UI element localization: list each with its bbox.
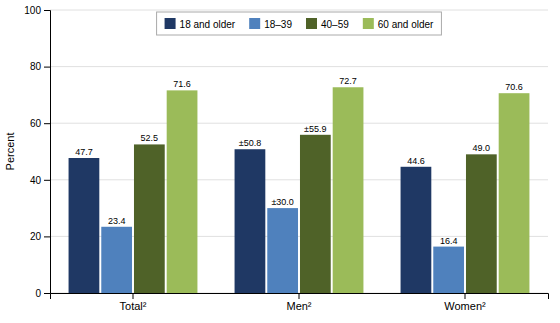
bar [499, 93, 530, 293]
y-axis: 0 20 40 60 80 100 [24, 5, 50, 299]
grid-line [50, 66, 548, 67]
legend-swatch [363, 18, 374, 29]
bar [69, 158, 100, 293]
data-label: 71.6 [173, 79, 191, 89]
legend-swatch [249, 18, 260, 29]
data-label: 16.4 [440, 236, 458, 246]
grid-line [50, 10, 548, 11]
legend-label: 60 and older [378, 19, 434, 30]
x-axis: Total² Men² Women² [51, 293, 549, 312]
bar [401, 167, 432, 293]
tick-mark [44, 10, 50, 11]
tick-label: Total² [120, 300, 147, 312]
tick: Men² [286, 293, 311, 312]
y-axis-title: Percent [4, 133, 16, 171]
grid [50, 10, 548, 293]
axis-line [44, 11, 51, 294]
data-label: 52.5 [141, 133, 159, 143]
legend-label: 18 and older [180, 19, 236, 30]
tick-mark [44, 67, 50, 68]
bar [267, 208, 298, 293]
grid-line [50, 123, 548, 124]
plot: 0 20 40 60 80 100 Total² Men² Women² 47.7 ±50.8 44.… [24, 5, 548, 312]
data-label: ±55.9 [304, 124, 326, 134]
tick-mark [44, 293, 50, 294]
tick: Women² [444, 293, 486, 312]
tick: 80 [30, 61, 50, 72]
tick: 60 [30, 118, 50, 129]
tick-mark [44, 123, 50, 124]
data-label: 70.6 [505, 82, 523, 92]
tick-mark [44, 236, 50, 237]
legend-label: 40–59 [321, 19, 349, 30]
tick-label: 20 [30, 231, 42, 242]
tick: 0 [35, 288, 50, 299]
tick-label: 40 [30, 175, 42, 186]
legend-swatch [165, 18, 176, 29]
tick: Total² [120, 293, 147, 312]
tick-label: 60 [30, 118, 42, 129]
legend-swatch [306, 18, 317, 29]
bar [433, 247, 464, 293]
tick-mark [299, 293, 300, 299]
legend: 18 and older 18–39 40–59 60 and older [157, 12, 442, 35]
legend-item: 60 and older [363, 18, 434, 30]
data-labels: 47.7 ±50.8 44.6 23.4 ±30.0 16.4 52.5 ±55.9 49.0 7… [75, 76, 523, 245]
tick-label: 80 [30, 61, 42, 72]
series [167, 87, 530, 293]
tick-mark [133, 293, 134, 299]
legend-item: 18 and older [165, 18, 236, 30]
tick-mark [465, 293, 466, 299]
data-label: ±50.8 [239, 138, 261, 148]
tick: 40 [30, 175, 50, 186]
legend-item: 40–59 [306, 18, 349, 30]
data-label: 47.7 [75, 147, 93, 157]
tick-label: Women² [444, 300, 486, 312]
bars [69, 87, 530, 293]
bar [300, 135, 331, 293]
bar [167, 90, 198, 293]
bar [235, 149, 266, 293]
data-label: 72.7 [339, 76, 357, 86]
series [69, 149, 432, 293]
tick-label: Men² [286, 300, 311, 312]
tick-mark [44, 180, 50, 181]
data-label: 23.4 [108, 216, 126, 226]
chart: 0 20 40 60 80 100 Total² Men² Women² 47.7 ±50.8 44.… [0, 0, 560, 323]
axis-line [51, 294, 549, 300]
tick: 100 [24, 5, 50, 16]
bar [101, 227, 132, 293]
tick-label: 100 [24, 5, 41, 16]
tick: 20 [30, 231, 50, 242]
bar [466, 154, 497, 293]
data-label: 44.6 [407, 156, 425, 166]
legend-item: 18–39 [249, 18, 292, 30]
data-label: ±30.0 [271, 197, 293, 207]
bar [333, 87, 364, 293]
bar [134, 144, 165, 293]
data-label: 49.0 [473, 143, 491, 153]
legend-label: 18–39 [264, 19, 292, 30]
tick-label: 0 [35, 288, 41, 299]
legend-frame [157, 12, 442, 35]
